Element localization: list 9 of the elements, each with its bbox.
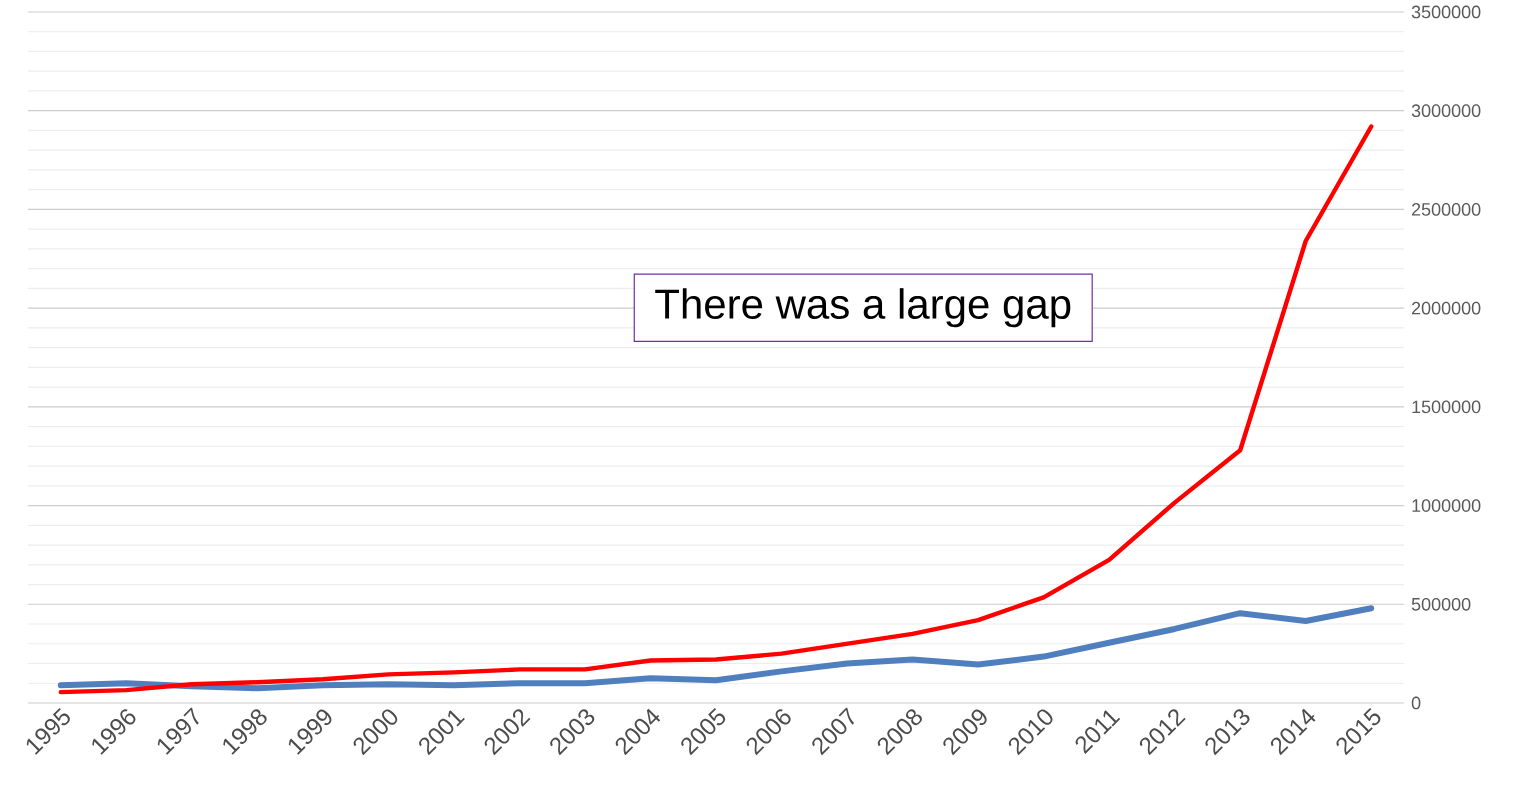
y-tick-label: 2500000 bbox=[1411, 203, 1481, 216]
y-tick-label: 1500000 bbox=[1412, 400, 1481, 414]
annotation: There was a large gap bbox=[655, 288, 1071, 328]
y-tick-label: 3500000 bbox=[1411, 5, 1481, 19]
y-tick-label: 3000000 bbox=[1411, 104, 1481, 118]
y-tick-label: 0 bbox=[1411, 696, 1421, 710]
y-tick-label: 500000 bbox=[1411, 597, 1471, 611]
y-tick-label: 1000000 bbox=[1412, 499, 1481, 512]
y-tick-label: 2000000 bbox=[1411, 301, 1481, 315]
